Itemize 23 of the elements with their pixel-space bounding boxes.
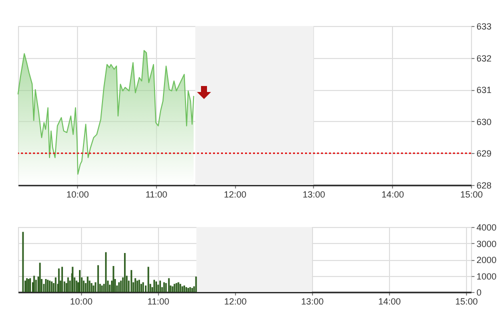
x-tick-label: 13:00 — [302, 190, 326, 200]
y-tick-label: 632 — [476, 53, 492, 64]
y-tick-label: 631 — [476, 85, 492, 96]
y-tick-label: 3000 — [476, 238, 497, 249]
x-tick-label: 10:00 — [70, 296, 93, 306]
x-tick-label: 12:00 — [224, 296, 247, 306]
y-tick-label: 0 — [476, 288, 482, 298]
x-tick-label: 11:00 — [147, 296, 170, 306]
y-tick-label: 630 — [476, 116, 492, 127]
y-tick-label: 628 — [476, 180, 492, 190]
y-tick-label: 4000 — [476, 222, 497, 232]
x-tick-label: 11:00 — [145, 190, 168, 200]
y-tick-label: 629 — [476, 148, 492, 159]
y-tick-label: 633 — [476, 22, 492, 32]
y-tick-label: 1000 — [476, 271, 497, 282]
x-tick-label: 12:00 — [224, 190, 246, 200]
x-tick-label: 14:00 — [381, 190, 404, 200]
x-tick-label: 10:00 — [66, 190, 89, 200]
y-tick-label: 2000 — [476, 255, 497, 265]
x-tick-label: 14:00 — [378, 296, 401, 306]
x-tick-label: 13:00 — [301, 296, 324, 306]
x-tick-label: 15:00 — [455, 296, 478, 306]
x-tick-label: 15:00 — [460, 190, 483, 200]
